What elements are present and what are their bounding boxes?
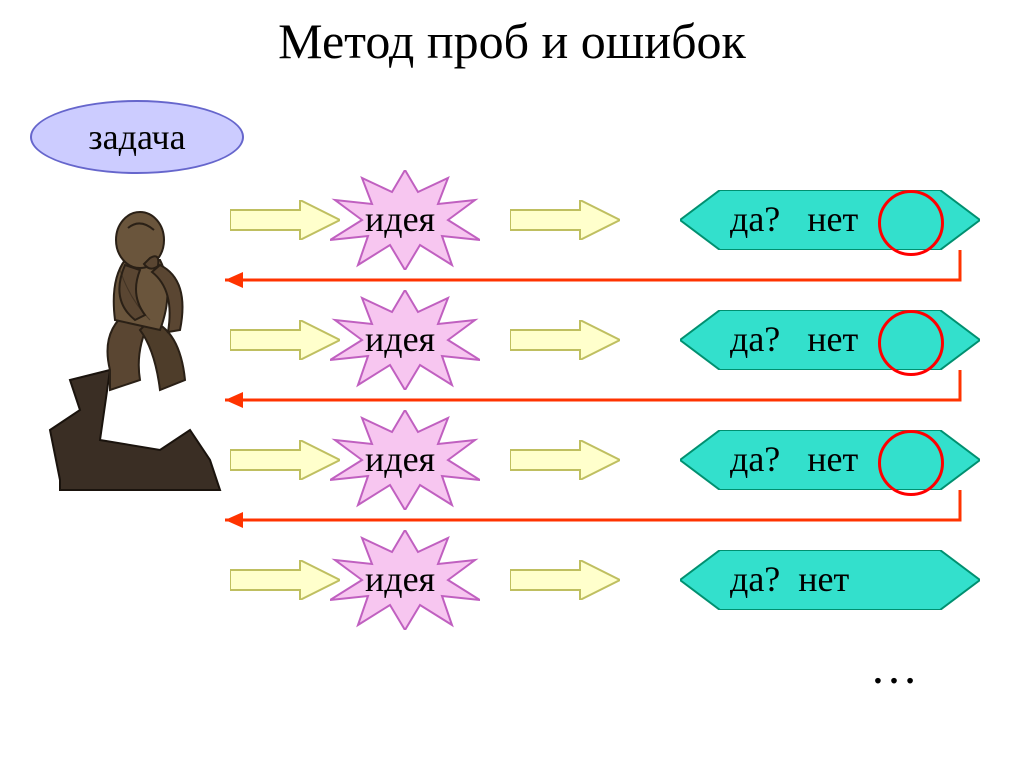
arrow-to-idea-2 <box>230 320 340 360</box>
idea-burst-4 <box>330 530 480 630</box>
arrow-to-decision-2 <box>510 320 620 360</box>
thinker-image <box>40 180 240 510</box>
idea-burst-2 <box>330 290 480 390</box>
ellipsis: … <box>870 640 918 695</box>
arrow-to-decision-1 <box>510 200 620 240</box>
arrow-to-idea-4 <box>230 560 340 600</box>
arrow-to-decision-3 <box>510 440 620 480</box>
decision-hex-4 <box>680 550 980 610</box>
decision-hex-1 <box>680 190 980 250</box>
arrow-to-decision-4 <box>510 560 620 600</box>
decision-hex-3 <box>680 430 980 490</box>
decision-hex-2 <box>680 310 980 370</box>
arrow-to-idea-1 <box>230 200 340 240</box>
task-node: задача <box>30 100 244 174</box>
idea-burst-1 <box>330 170 480 270</box>
idea-burst-3 <box>330 410 480 510</box>
task-label: задача <box>88 116 185 158</box>
page-title: Метод проб и ошибок <box>0 12 1024 70</box>
arrow-to-idea-3 <box>230 440 340 480</box>
diagram-stage: Метод проб и ошибок задача идея <box>0 0 1024 767</box>
